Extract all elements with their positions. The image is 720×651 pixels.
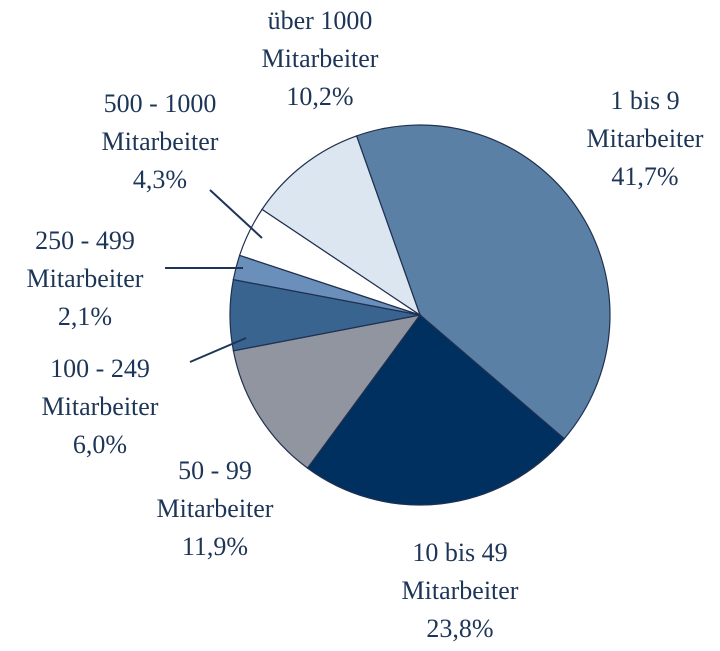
slice-label: 500 - 1000 Mitarbeiter 4,3% (75, 85, 245, 199)
value-label: 4,3% (132, 165, 188, 194)
value-label: 41,7% (611, 162, 679, 191)
value-label: 6,0% (72, 430, 128, 459)
category-label: 100 - 249 Mitarbeiter (41, 354, 159, 421)
pie-slice (355, 124, 611, 440)
category-label: 1 bis 9 Mitarbeiter (586, 86, 704, 153)
slice-label: 10 bis 49 Mitarbeiter 23,8% (375, 534, 545, 648)
value-label: 2,1% (57, 302, 113, 331)
pie-slice (232, 314, 422, 469)
pie-slice (306, 314, 566, 506)
category-label: 500 - 1000 Mitarbeiter (101, 89, 219, 156)
category-label: 10 bis 49 Mitarbeiter (401, 538, 519, 605)
slice-label: 1 bis 9 Mitarbeiter 41,7% (560, 82, 720, 196)
leader-line (189, 337, 247, 363)
leader-line (209, 189, 263, 239)
slice-label: 250 - 499 Mitarbeiter 2,1% (0, 222, 170, 336)
slice-label: 100 - 249 Mitarbeiter 6,0% (15, 350, 185, 464)
pie-slice (261, 135, 422, 317)
value-label: 11,9% (181, 532, 249, 561)
value-label: 23,8% (426, 614, 494, 643)
category-label: 50 - 99 Mitarbeiter (156, 456, 274, 523)
slice-label: über 1000 Mitarbeiter 10,2% (235, 2, 405, 116)
category-label: 250 - 499 Mitarbeiter (26, 226, 144, 293)
slice-label: 50 - 99 Mitarbeiter 11,9% (130, 452, 300, 566)
category-label: über 1000 Mitarbeiter (261, 6, 379, 73)
value-label: 10,2% (286, 82, 354, 111)
